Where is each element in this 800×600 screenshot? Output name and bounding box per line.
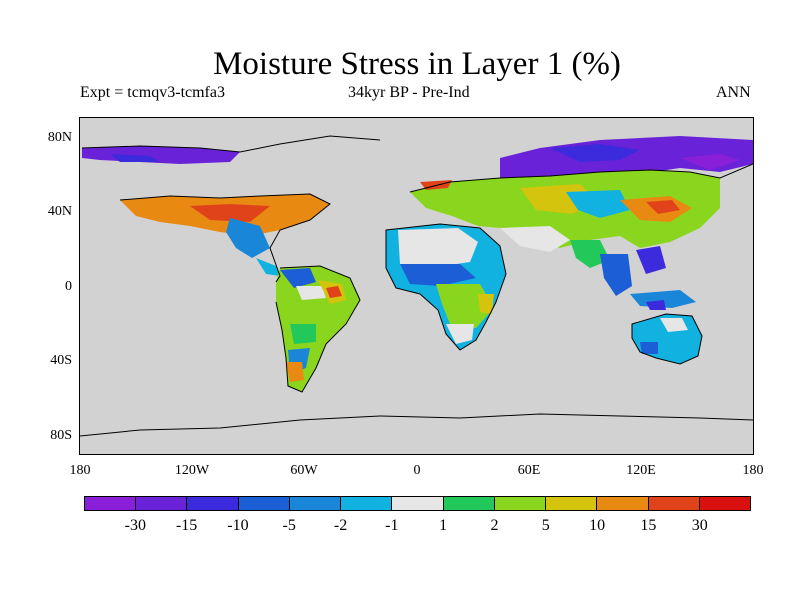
colorbar-swatch (443, 497, 495, 510)
y-tick-label: 80N (47, 130, 72, 145)
field-maritime-asia (630, 290, 696, 310)
colorbar-label: -2 (333, 517, 348, 534)
colorbar-swatch (494, 497, 547, 510)
field-africa (386, 224, 506, 350)
colorbar-label: -5 (282, 517, 296, 534)
colorbar-swatch (546, 497, 598, 510)
period-label: 34kyr BP - Pre-Ind (348, 84, 470, 101)
y-tick-label: 80S (50, 428, 72, 443)
colorbar-swatch (648, 497, 700, 510)
field-australia (632, 314, 702, 364)
colorbar-label: 1 (439, 517, 448, 534)
field-eurasia (410, 170, 720, 296)
field-south-america (276, 266, 360, 392)
colorbar-swatch (187, 497, 239, 510)
colorbar-label: 2 (490, 517, 499, 534)
colorbar-swatch (289, 497, 342, 510)
season-label: ANN (716, 84, 751, 101)
colorbar-label: 10 (589, 517, 606, 534)
coastlines (80, 135, 753, 437)
colorbar-label: -15 (175, 517, 198, 534)
x-tick-label: 0 (413, 463, 421, 478)
y-tick-label: 40N (47, 204, 72, 219)
x-tick-label: 120E (626, 463, 656, 478)
colorbar-swatch (136, 497, 188, 510)
field-arctic-north-america (82, 146, 240, 164)
colorbar-swatch (85, 497, 137, 510)
map-canvas (80, 135, 753, 437)
experiment-label: Expt = tcmqv3-tcmfa3 (80, 84, 225, 101)
chart-title: Moisture Stress in Layer 1 (%) (213, 46, 621, 82)
colorbar-label: -10 (227, 517, 249, 534)
colorbar-swatch (341, 497, 393, 510)
colorbar-swatch (238, 497, 290, 510)
x-tick-label: 180 (742, 463, 764, 478)
x-tick-label: 180 (69, 463, 91, 478)
colorbar-label: 5 (541, 517, 550, 534)
colorbar-label: -1 (385, 517, 399, 534)
x-tick-label: 120W (174, 463, 210, 478)
colorbar-label: 30 (691, 517, 708, 534)
x-tick-label: 60E (517, 463, 541, 478)
colorbar-swatch (699, 497, 751, 510)
field-north-america (120, 194, 330, 276)
world-map (79, 117, 754, 455)
colorbar-swatch (597, 497, 649, 510)
colorbar-label: -30 (124, 517, 146, 534)
y-tick-label: 0 (65, 279, 72, 294)
y-tick-label: 40S (50, 353, 72, 368)
colorbar-swatch (392, 497, 444, 510)
x-tick-label: 60W (290, 463, 318, 478)
colorbar (84, 496, 751, 511)
colorbar-label: 15 (640, 517, 657, 534)
